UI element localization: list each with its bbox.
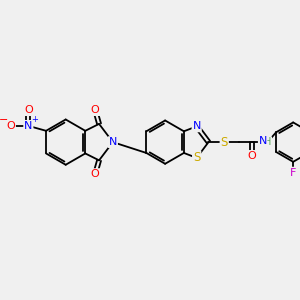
Text: N: N [259,136,267,146]
Text: O: O [6,121,15,131]
Text: S: S [220,136,228,148]
Text: N: N [24,121,32,131]
Text: H: H [264,137,271,147]
Text: O: O [248,151,256,161]
Text: O: O [91,105,100,115]
Text: O: O [91,169,100,179]
Text: S: S [193,152,200,164]
Text: N: N [193,122,201,131]
Text: O: O [24,105,33,115]
Text: −: − [0,115,8,125]
Text: F: F [290,168,296,178]
Text: N: N [109,137,117,147]
Text: +: + [31,116,38,124]
